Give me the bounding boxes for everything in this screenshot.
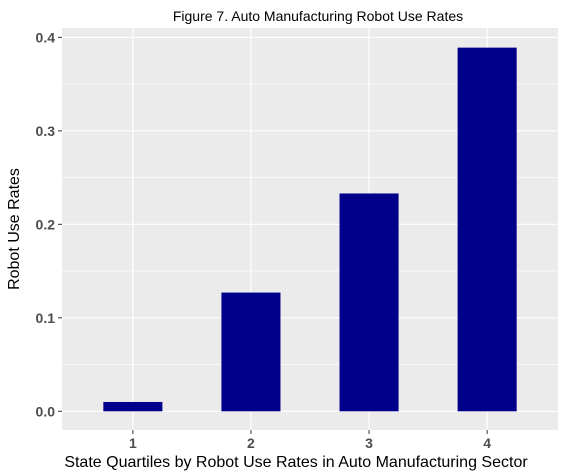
- bars: [103, 47, 517, 412]
- x-axis-ticks: 1 2 3 4: [129, 430, 491, 451]
- bar-1: [103, 401, 163, 412]
- y-tick-label: 0.1: [36, 310, 56, 326]
- x-tick-label: 1: [129, 435, 137, 451]
- bar-2: [221, 292, 281, 412]
- x-tick-label: 4: [483, 435, 491, 451]
- y-tick-label: 0.2: [36, 216, 56, 232]
- x-tick-label: 3: [365, 435, 373, 451]
- x-axis-title: State Quartiles by Robot Use Rates in Au…: [64, 454, 528, 471]
- bar-4: [457, 47, 517, 412]
- y-axis-ticks: 0.0 0.1 0.2 0.3 0.4: [36, 29, 62, 419]
- x-tick-label: 2: [247, 435, 255, 451]
- y-tick-label: 0.4: [36, 29, 56, 45]
- bar-3: [339, 193, 399, 412]
- y-tick-label: 0.0: [36, 403, 56, 419]
- y-tick-label: 0.3: [36, 123, 56, 139]
- y-axis-title: Robot Use Rates: [6, 168, 23, 290]
- chart-title: Figure 7. Auto Manufacturing Robot Use R…: [173, 8, 463, 24]
